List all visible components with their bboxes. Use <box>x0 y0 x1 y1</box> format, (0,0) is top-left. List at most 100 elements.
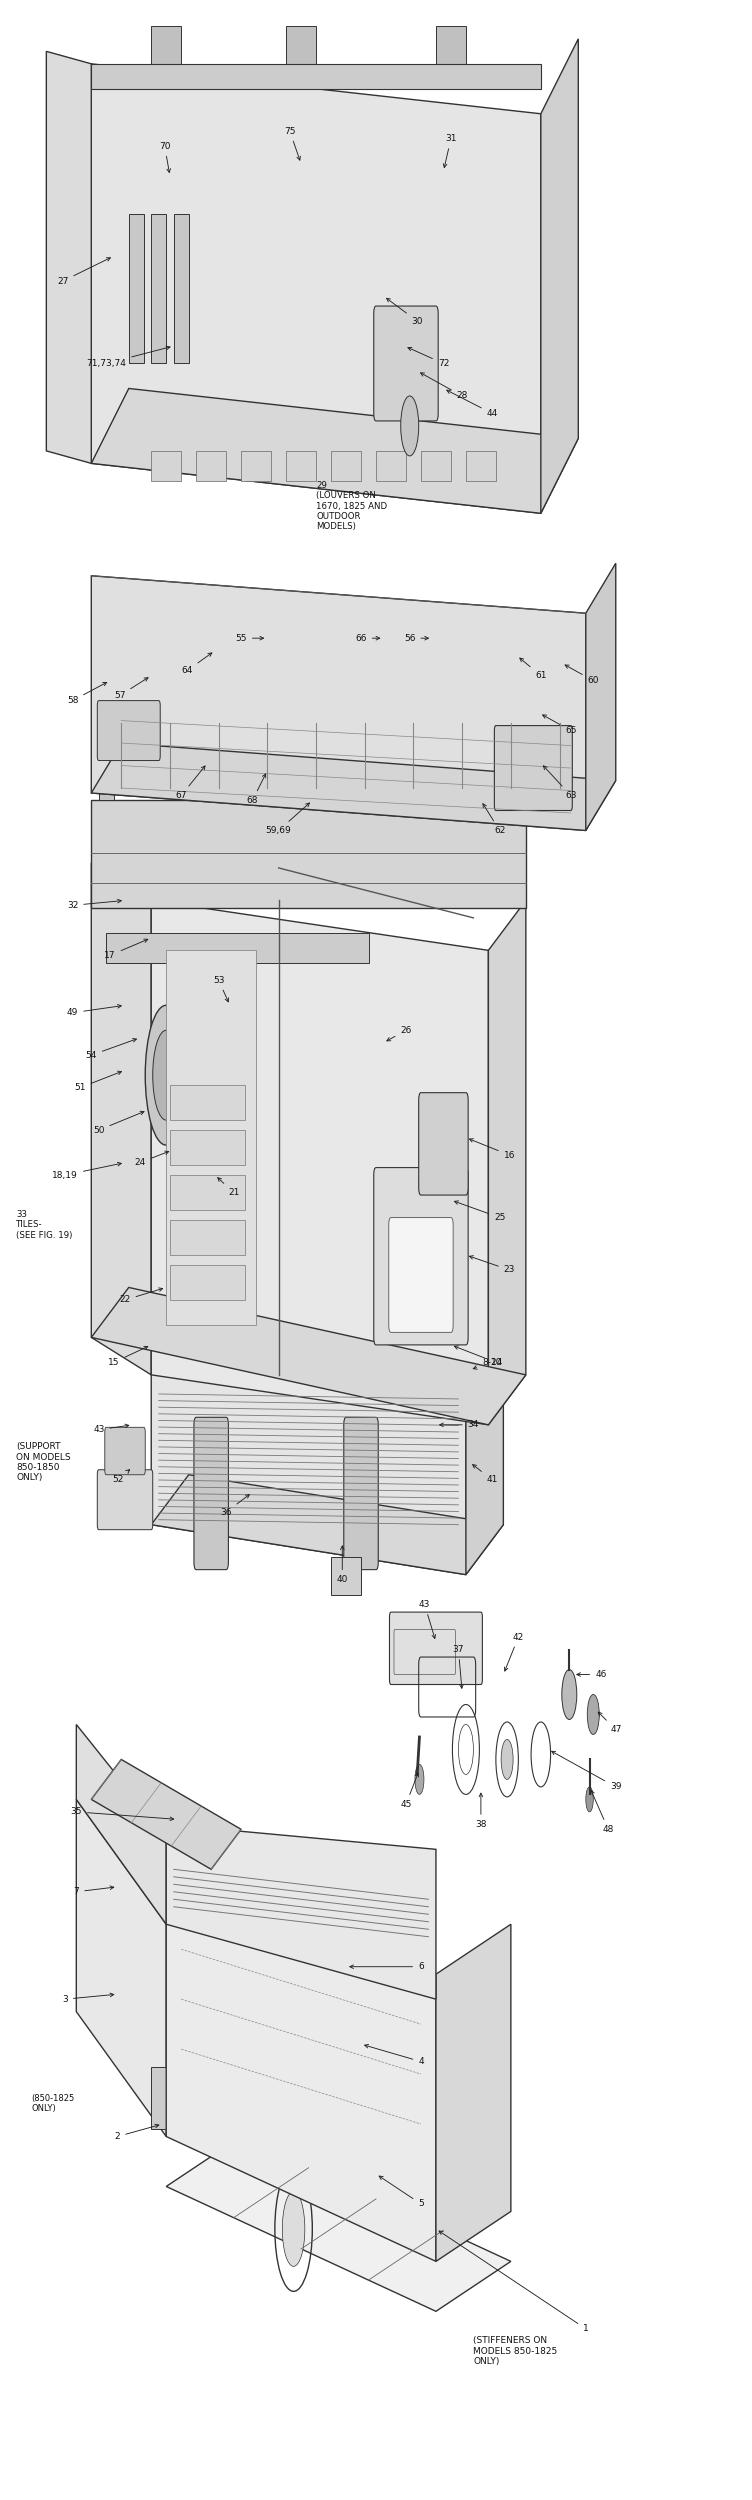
Text: 52: 52 <box>112 1470 129 1485</box>
Circle shape <box>153 1030 180 1120</box>
Text: (SUPPORT
ON MODELS
850-1850
ONLY): (SUPPORT ON MODELS 850-1850 ONLY) <box>17 1442 71 1482</box>
FancyBboxPatch shape <box>390 1612 482 1685</box>
Circle shape <box>401 395 419 455</box>
Polygon shape <box>586 562 616 830</box>
Text: 65: 65 <box>543 715 577 735</box>
Text: 53: 53 <box>213 975 229 1002</box>
Text: (STIFFENERS ON
MODELS 850-1825
ONLY): (STIFFENERS ON MODELS 850-1825 ONLY) <box>474 2338 558 2365</box>
Text: 61: 61 <box>520 658 547 680</box>
Text: 20: 20 <box>454 1345 502 1368</box>
Text: 49: 49 <box>67 1005 121 1018</box>
FancyBboxPatch shape <box>419 1092 468 1195</box>
Text: 72: 72 <box>408 348 449 368</box>
Bar <box>170 1130 245 1165</box>
Polygon shape <box>151 1338 466 1575</box>
Text: 45: 45 <box>400 1772 418 1810</box>
Polygon shape <box>91 742 616 830</box>
Text: 5: 5 <box>379 2175 424 2208</box>
Bar <box>170 1265 245 1300</box>
Text: 22: 22 <box>120 1288 162 1305</box>
Text: 68: 68 <box>247 775 265 805</box>
Polygon shape <box>541 40 578 512</box>
Text: 60: 60 <box>565 665 599 685</box>
Text: 46: 46 <box>577 1670 606 1680</box>
Polygon shape <box>166 2138 511 2312</box>
Bar <box>376 450 406 480</box>
Text: 3: 3 <box>62 1992 114 2002</box>
Text: 44: 44 <box>447 390 498 418</box>
Bar <box>421 450 451 480</box>
Polygon shape <box>151 1475 503 1575</box>
Text: 21: 21 <box>217 1178 239 1198</box>
Polygon shape <box>76 1800 166 2138</box>
Text: 27: 27 <box>57 258 111 285</box>
Text: 70: 70 <box>159 142 171 172</box>
Text: 43: 43 <box>93 1425 129 1435</box>
FancyBboxPatch shape <box>344 1417 378 1570</box>
Text: 31: 31 <box>444 135 456 168</box>
Text: 2: 2 <box>115 2125 159 2140</box>
FancyBboxPatch shape <box>194 1417 229 1570</box>
Circle shape <box>282 2192 305 2268</box>
Bar <box>286 450 316 480</box>
Bar <box>170 1085 245 1120</box>
Text: 28: 28 <box>420 372 468 400</box>
Text: 24: 24 <box>135 1150 168 1168</box>
Polygon shape <box>91 862 151 1375</box>
Text: (850-1825
ONLY): (850-1825 ONLY) <box>32 2095 74 2112</box>
Bar <box>91 800 526 908</box>
Text: 35: 35 <box>71 1808 174 1820</box>
Text: 7: 7 <box>74 1885 114 1898</box>
Bar <box>151 28 181 72</box>
Text: 57: 57 <box>114 678 148 700</box>
Polygon shape <box>166 1825 436 2000</box>
FancyBboxPatch shape <box>494 725 572 810</box>
Bar <box>331 450 361 480</box>
Text: 38: 38 <box>475 1792 487 1830</box>
Bar <box>286 28 316 72</box>
Text: 36: 36 <box>220 1495 250 1518</box>
FancyBboxPatch shape <box>105 1427 145 1475</box>
Bar <box>436 28 466 72</box>
Text: 6: 6 <box>350 1962 424 1970</box>
Text: 54: 54 <box>86 1038 136 1060</box>
Circle shape <box>501 1740 513 1780</box>
Bar <box>99 770 114 800</box>
Bar <box>241 450 271 480</box>
FancyBboxPatch shape <box>389 1218 453 1332</box>
Text: 58: 58 <box>67 682 107 705</box>
Text: 29
(LOUVERS ON
1670, 1825 AND
OUTDOOR
MODELS): 29 (LOUVERS ON 1670, 1825 AND OUTDOOR MO… <box>316 480 387 532</box>
Bar <box>129 213 144 362</box>
Text: 66: 66 <box>355 632 380 642</box>
Bar <box>151 450 181 480</box>
FancyBboxPatch shape <box>182 1003 229 1148</box>
Text: 64: 64 <box>181 652 212 675</box>
Text: 51: 51 <box>74 1070 122 1092</box>
Text: 17: 17 <box>105 940 147 960</box>
Bar <box>170 1175 245 1210</box>
Bar <box>166 950 256 1325</box>
Text: 67: 67 <box>175 765 205 800</box>
Text: 75: 75 <box>284 127 300 160</box>
Text: 26: 26 <box>387 1025 411 1040</box>
Text: 55: 55 <box>235 632 263 642</box>
Text: 48: 48 <box>591 1790 614 1835</box>
Text: 32: 32 <box>67 900 121 910</box>
Text: 43: 43 <box>419 1600 435 1638</box>
Text: 1: 1 <box>439 2230 589 2332</box>
Text: 16: 16 <box>469 1138 515 1160</box>
Text: 18,19: 18,19 <box>52 1162 121 1180</box>
Text: 39: 39 <box>552 1752 621 1792</box>
Text: 37: 37 <box>453 1645 464 1688</box>
Polygon shape <box>91 575 586 830</box>
Text: 15: 15 <box>108 1348 148 1368</box>
Bar <box>106 932 368 962</box>
Circle shape <box>145 1005 187 1145</box>
Bar <box>331 1558 361 1595</box>
Text: 8-14: 8-14 <box>473 1358 502 1370</box>
Polygon shape <box>47 52 91 462</box>
Bar <box>91 65 541 90</box>
Polygon shape <box>76 1725 166 1925</box>
Bar <box>196 450 226 480</box>
Polygon shape <box>151 900 488 1425</box>
